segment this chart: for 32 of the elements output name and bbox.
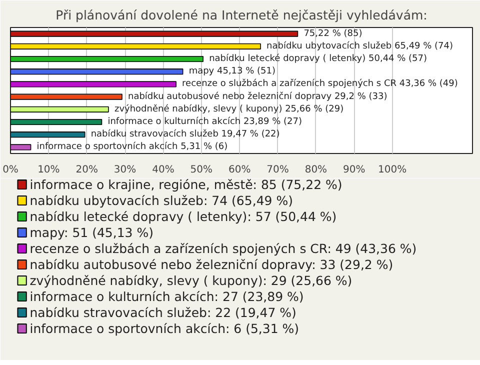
x-tick-label: 40% bbox=[152, 164, 174, 176]
x-tick-label: 50% bbox=[190, 164, 213, 176]
legend-label: informace o krajine, regióne, městě: 85 (75,22 %) bbox=[30, 177, 342, 192]
legend-label: informace o sportovních akcích: 6 (5,31 %) bbox=[30, 321, 300, 336]
x-tick-label: 70% bbox=[266, 164, 289, 176]
x-tick-label: 30% bbox=[114, 164, 136, 176]
x-tick-label: 60% bbox=[228, 164, 251, 176]
legend-label: zvýhodněné nabídky, slevy ( kupony): 29 (25,66 %) bbox=[30, 273, 352, 288]
data-label: nabídku letecké dopravy ( letenky) 50,44 % (57) bbox=[209, 53, 428, 64]
x-tick-label: 100% bbox=[378, 164, 407, 176]
data-label: nabídku stravovacích služeb 19,47 % (22) bbox=[90, 128, 280, 140]
data-label: informace o kulturních akcích 23,89 % (27) bbox=[108, 116, 302, 127]
legend-label: recenze o službách a zařízeních spojených s CR: 49 (43,36 %) bbox=[30, 241, 417, 256]
data-label: nabídku ubytovacích služeb 65,49 % (74) bbox=[266, 40, 454, 52]
legend-label: nabídku stravovacích služeb: 22 (19,47 %) bbox=[30, 305, 296, 320]
x-tick-label: 90% bbox=[343, 164, 366, 176]
data-label: mapy 45,13 % (51) bbox=[188, 66, 276, 77]
legend-label: mapy: 51 (45,13 %) bbox=[30, 225, 154, 240]
legend-label: nabídku autobusové nebo železniční dopravy: 33 (29,2 %) bbox=[30, 257, 394, 272]
legend-label: nabídku letecké dopravy ( letenky): 57 (50,44 %) bbox=[30, 209, 337, 224]
x-tick-label: 80% bbox=[304, 164, 328, 176]
data-label: informace o sportovních akcích 5,31 % (6) bbox=[36, 141, 228, 152]
x-tick-label: 20% bbox=[76, 164, 98, 176]
legend-label: nabídku ubytovacích služeb: 74 (65,49 %) bbox=[30, 193, 293, 208]
data-label: 75,22 % (85) bbox=[304, 28, 362, 39]
data-label: recenze o službách a zařízeních spojených s CR 43,36 % (49) bbox=[182, 78, 458, 90]
chart-title: Při plánování dovolené na Internetě nejčastěji vyhledávám: bbox=[56, 8, 428, 22]
data-label: zvýhodněné nabídky, slevy ( kupony) 25,66 % (29) bbox=[114, 103, 344, 114]
x-tick-label: 10% bbox=[38, 164, 60, 176]
legend-label: informace o kulturních akcích: 27 (23,89 %) bbox=[30, 289, 304, 304]
data-label: nabídku autobusové nebo železniční dopravy 29,2 % (33) bbox=[128, 90, 388, 102]
x-tick-label: 0% bbox=[2, 164, 18, 176]
